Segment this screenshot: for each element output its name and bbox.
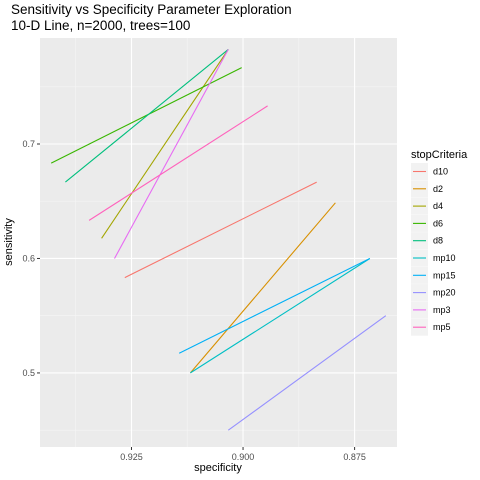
chart-title: Sensitivity vs Specificity Parameter Exp… [11,2,292,17]
legend: stopCriteria d10 d2 d4 d6 d8 mp10 mp15 mp20 mp3 m… [411,149,468,336]
gridlines [40,38,397,447]
chart-subtitle: 10-D Line, n=2000, trees=100 [11,18,190,33]
series-line-mp3 [114,49,229,259]
x-tick-label: 0.925 [120,452,143,462]
plot-background [40,38,397,447]
legend-label-d10: d10 [433,167,448,177]
legend-title: stopCriteria [411,149,468,161]
series-line-mp20 [227,315,387,431]
x-tick-label: 0.875 [343,452,366,462]
y-axis: 0.5 0.6 0.7 [22,139,40,378]
y-tick-label: 0.5 [22,368,35,378]
plot-area [40,38,397,447]
legend-items: d10 d2 d4 d6 d8 mp10 mp15 mp20 mp3 mp5 [411,163,456,336]
series-line-mp5 [88,105,268,221]
legend-label-d2: d2 [433,184,443,194]
legend-label-mp3: mp3 [433,305,451,315]
series-line-mp10 [190,258,371,374]
series-line-d4 [101,49,229,239]
legend-label-d8: d8 [433,236,443,246]
legend-label-mp15: mp15 [433,270,456,280]
series-line-mp15 [178,258,371,354]
x-axis: 0.925 0.900 0.875 [120,447,366,462]
y-axis-title: sensitivity [3,218,15,266]
x-axis-title: specificity [194,462,242,474]
legend-label-d6: d6 [433,218,443,228]
legend-label-mp10: mp10 [433,253,456,263]
x-tick-label: 0.900 [232,452,255,462]
series-line-d8 [65,48,229,183]
legend-label-mp20: mp20 [433,288,456,298]
legend-label-mp5: mp5 [433,322,451,332]
y-tick-label: 0.6 [22,253,35,263]
series-line-d2 [189,202,336,374]
series-line-d10 [124,181,317,279]
series-lines [50,48,387,431]
y-tick-label: 0.7 [22,139,35,149]
legend-label-d4: d4 [433,201,443,211]
